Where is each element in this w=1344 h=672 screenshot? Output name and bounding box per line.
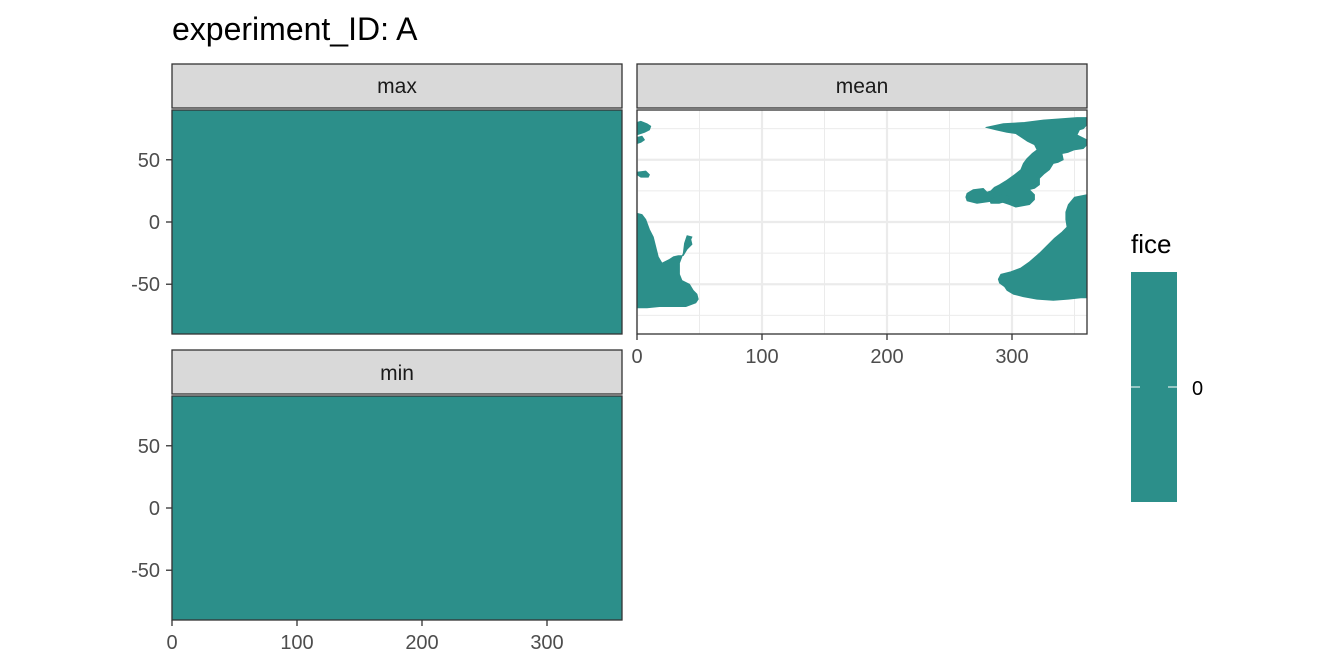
panel-mean-strip [636,63,1088,109]
panel-min-strip-label: min [380,362,414,385]
axes: -50 0 50 -50 0 50 0 100 200 300 0 100 200 300 [131,150,1029,654]
panel-min: min [170,349,623,621]
panel-min-strip [171,349,623,395]
panel-max-data [172,110,622,334]
panel-mean-east-polygon-1 [965,117,1088,208]
y-tick-label: 50 [138,436,160,458]
x-tick-label: 300 [530,632,563,654]
panel-max-strip-label: max [377,75,417,98]
x-tick-label: 0 [631,346,642,368]
y-tick-label: 50 [138,150,160,172]
legend: fice 0 [1131,229,1203,502]
panel-mean-west-polygon-1 [636,120,652,136]
panel-mean-strip-label: mean [836,75,889,98]
panel-mean-border [636,109,1088,335]
panel-mean-data [636,117,1088,309]
panel-mean-east-polygon-3 [997,194,1088,301]
y-tick-label: 0 [149,212,160,234]
legend-label-0: 0 [1192,378,1203,400]
y-tick-label: -50 [131,274,160,296]
panel-mean: mean [635,63,1088,335]
panel-mean-west-polygon-4 [636,212,699,309]
panel-min-tile [172,396,622,620]
panel-mean-east-polygon-2 [989,194,1010,204]
x-tick-label: 300 [995,346,1028,368]
x-tick-label: 200 [405,632,438,654]
panel-max: max [170,63,623,335]
panel-max-strip [171,63,623,109]
panel-min-data [172,396,622,620]
x-tick-label: 200 [870,346,903,368]
chart-title: experiment_ID: A [172,11,418,47]
y-tick-label: 0 [149,498,160,520]
panel-max-tile [172,110,622,334]
x-tick-label: 100 [280,632,313,654]
y-tick-label: -50 [131,560,160,582]
legend-title: fice [1131,229,1171,259]
x-tick-label: 100 [745,346,778,368]
x-tick-label: 0 [166,632,177,654]
